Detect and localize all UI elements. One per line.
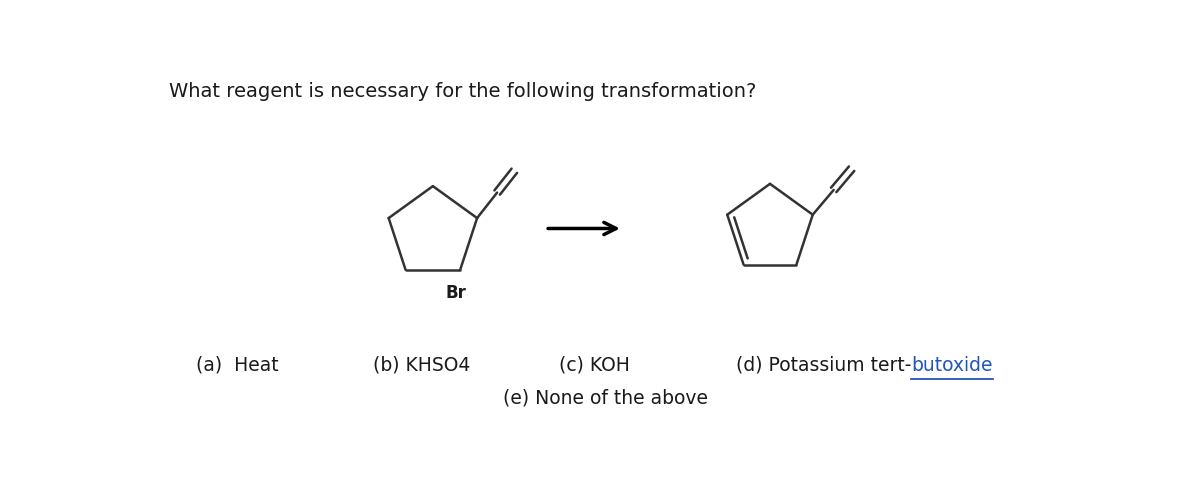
Text: (e) None of the above: (e) None of the above <box>504 389 708 408</box>
Text: (b) KHSO4: (b) KHSO4 <box>373 356 470 375</box>
Text: (d) Potassium tert-: (d) Potassium tert- <box>736 356 911 375</box>
Text: (c) KOH: (c) KOH <box>559 356 630 375</box>
Text: (a)  Heat: (a) Heat <box>197 356 280 375</box>
Text: butoxide: butoxide <box>911 356 992 375</box>
Text: What reagent is necessary for the following transformation?: What reagent is necessary for the follow… <box>168 82 756 101</box>
Text: Br: Br <box>446 283 467 302</box>
